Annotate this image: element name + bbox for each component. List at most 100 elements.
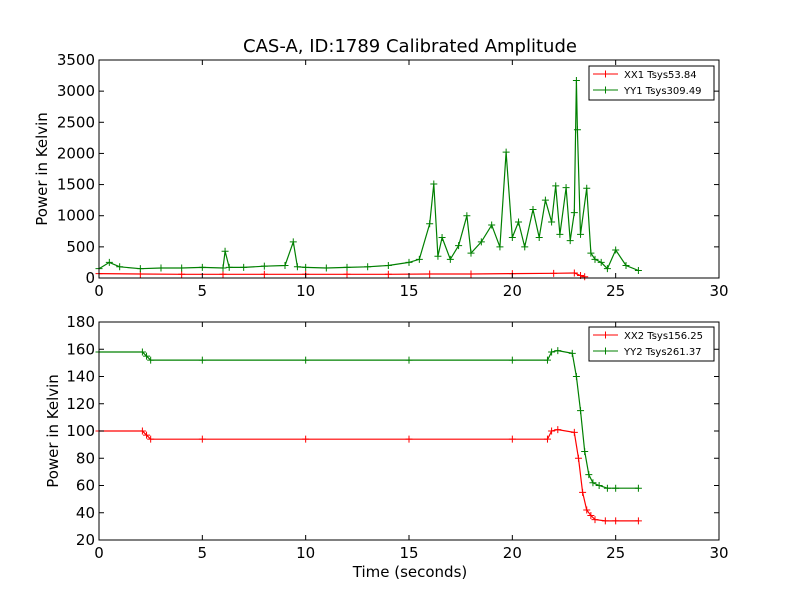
top-y-tick-label: 1500 (57, 176, 95, 194)
top-series-0-point (384, 270, 392, 278)
top-series-1-point (529, 205, 537, 213)
bottom-x-tick-label: 15 (399, 544, 418, 562)
bottom-x-ticks: 0 5 10 15 20 25 30 (94, 322, 729, 562)
top-series-1-point (289, 238, 297, 246)
top-series-1-point (603, 265, 611, 273)
bottom-series-0-point (147, 435, 155, 443)
bottom-x-tick-label: 10 (296, 544, 315, 562)
top-series-1-point (463, 212, 471, 220)
top-series-1-point (573, 126, 581, 134)
bottom-y-tick-label: 140 (66, 368, 95, 386)
top-series-1-point (548, 218, 556, 226)
top-series-1-point (515, 218, 523, 226)
legend-label-yy1: YY1 Tsys309.49 (623, 86, 702, 97)
bottom-series-0-point (554, 426, 562, 434)
top-legend-box (588, 65, 715, 101)
bottom-y-tick-label: 180 (66, 313, 95, 331)
bottom-x-tick-label: 25 (606, 544, 625, 562)
bottom-y-tick-label: 40 (76, 504, 95, 522)
bottom-series-0-point (405, 435, 413, 443)
legend-marker-yy1 (602, 86, 609, 94)
bottom-series-0-point (601, 517, 609, 525)
top-series-1-point (622, 262, 630, 270)
top-series-0-point (570, 269, 578, 277)
top-x-tick-label: 0 (94, 282, 104, 300)
top-series-1-point (583, 184, 591, 192)
bottom-series-1-point (138, 348, 146, 356)
legend-label-xx2: XX2 Tsys156.25 (624, 331, 703, 342)
legend-marker-yy2 (602, 347, 609, 355)
top-series-1-point (343, 263, 351, 271)
legend-label-xx1: XX1 Tsys53.84 (624, 70, 697, 81)
bottom-x-tick-label: 20 (503, 544, 522, 562)
top-series-1-point (240, 263, 248, 271)
top-series-1-point (157, 264, 165, 272)
bottom-series-0-point (543, 435, 551, 443)
top-y-axis-label: Power in Kelvin (33, 112, 51, 226)
bottom-series-0-point (587, 511, 595, 519)
top-plot-area (95, 77, 642, 281)
top-series-1-point (502, 148, 510, 156)
top-series-1-point (426, 220, 434, 228)
bottom-series-0-point (508, 435, 516, 443)
bottom-y-tick-label: 80 (76, 449, 95, 467)
bottom-series-1-point (508, 356, 516, 364)
top-series-1-point (521, 243, 529, 251)
bottom-series-1-point (572, 373, 580, 380)
top-x-tick-label: 25 (606, 282, 625, 300)
bottom-series-1-point (143, 352, 151, 360)
top-series-1-point (405, 258, 413, 266)
top-y-tick-label: 0 (85, 269, 95, 287)
top-series-1-point (430, 180, 438, 188)
bottom-series-0-point (548, 427, 556, 435)
top-series-0-point (550, 269, 558, 277)
top-y-tick-label: 1000 (57, 207, 95, 225)
top-series-1-point (541, 196, 549, 204)
top-series-1-point (446, 255, 454, 263)
x-axis-label: Time (seconds) (352, 563, 468, 581)
top-series-1-point (535, 234, 543, 242)
bottom-panel: Power in Kelvin Time (seconds) 0 5 10 15 20 2… (44, 313, 729, 581)
top-series-1-point (488, 221, 496, 229)
top-series-1-point (562, 184, 570, 192)
bottom-series-1-point (302, 356, 310, 364)
top-series-1-point (116, 263, 124, 271)
top-series-0-point (178, 270, 186, 278)
top-y-ticks: 0 500 1000 1500 2000 2500 3000 3500 (57, 51, 719, 287)
bottom-axes-frame (98, 321, 720, 541)
top-series-1-point (225, 263, 233, 271)
top-series-1-point (508, 234, 516, 242)
bottom-series-0-point (143, 431, 151, 439)
bottom-y-tick-label: 100 (66, 422, 95, 440)
bottom-series-1-point (585, 471, 593, 479)
bottom-series-0-point (574, 454, 582, 462)
bottom-y-tick-label: 160 (66, 340, 95, 358)
top-x-tick-label: 15 (399, 282, 418, 300)
top-axes-frame (98, 59, 720, 279)
top-series-1-point (455, 242, 463, 250)
bottom-legend: XX2 Tsys156.25 YY2 Tsys261.37 (588, 326, 715, 362)
bottom-series-1-point (543, 356, 551, 364)
top-series-1-point (260, 262, 268, 270)
bottom-series-0-point (583, 506, 591, 514)
bottom-series-1-point (603, 484, 611, 492)
top-series-1-point (198, 263, 206, 271)
top-series-1-point (434, 252, 442, 260)
top-x-tick-label: 10 (296, 282, 315, 300)
top-series-1-point (415, 255, 423, 263)
bottom-series-1-point (198, 356, 206, 364)
top-y-tick-label: 3000 (57, 82, 95, 100)
top-series-1-point (572, 77, 580, 85)
top-series-0-point (343, 270, 351, 278)
top-series-1-point (302, 263, 310, 271)
bottom-series-1-point (147, 356, 155, 364)
top-series-1-point (281, 262, 289, 270)
bottom-x-tick-label: 5 (198, 544, 208, 562)
bottom-series-1-point (581, 447, 589, 455)
top-panel: CAS-A, ID:1789 Calibrated Amplitude Powe… (33, 36, 729, 300)
bottom-y-tick-label: 60 (76, 477, 95, 495)
bottom-series-0-point (634, 517, 642, 525)
top-y-tick-label: 3500 (57, 51, 95, 69)
top-series-1-point (577, 230, 585, 238)
top-x-tick-label: 5 (198, 282, 208, 300)
